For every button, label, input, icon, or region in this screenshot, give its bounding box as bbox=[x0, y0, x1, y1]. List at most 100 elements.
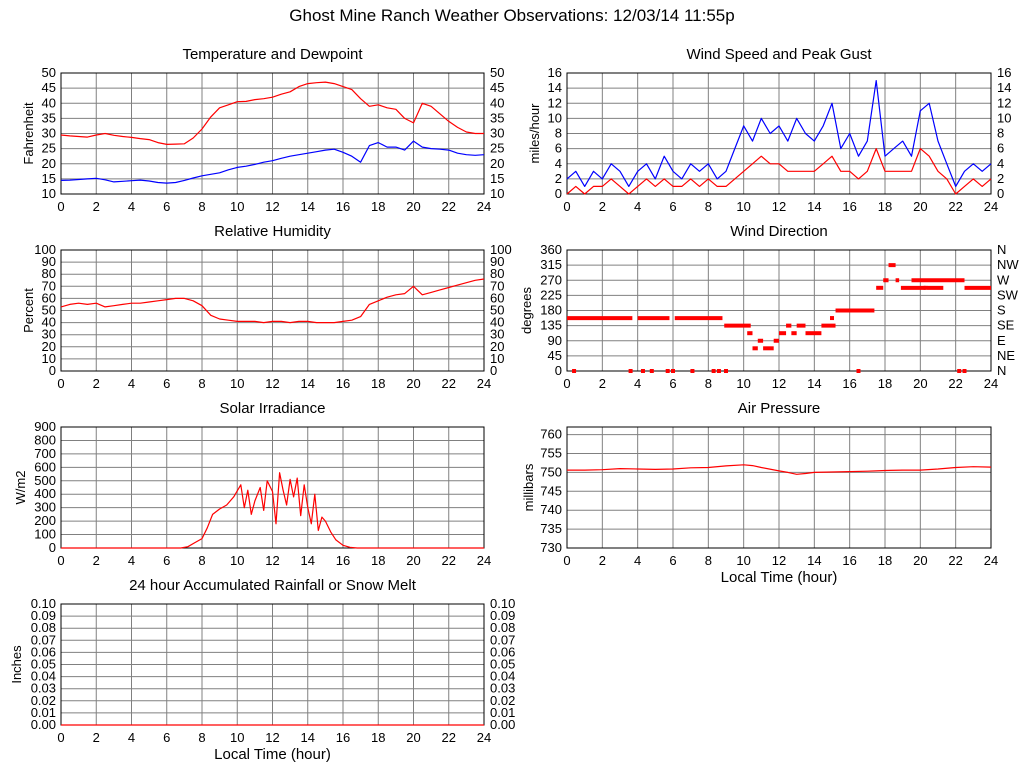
y-tick-label: 30 bbox=[42, 126, 56, 141]
right-tick-label: 10 bbox=[997, 110, 1011, 125]
wind_speed-series-0 bbox=[566, 79, 992, 187]
x-tick-label: 8 bbox=[198, 376, 205, 391]
y-tick-label: 70 bbox=[42, 278, 56, 293]
direction-point bbox=[962, 369, 967, 373]
right-tick-label: 30 bbox=[490, 126, 504, 141]
y-tick-label: 80 bbox=[42, 266, 56, 281]
right-tick-label: 2 bbox=[997, 171, 1004, 186]
x-tick-label: 14 bbox=[807, 199, 821, 214]
y-tick-label: 0.04 bbox=[31, 669, 56, 684]
x-tick-label: 14 bbox=[807, 376, 821, 391]
x-tick-label: 2 bbox=[93, 376, 100, 391]
right-tick-label: 0.08 bbox=[490, 620, 515, 635]
y-tick-label: 45 bbox=[548, 348, 562, 363]
y-tick-label: 200 bbox=[34, 513, 56, 528]
x-tick-label: 20 bbox=[406, 376, 420, 391]
chart-title: Air Pressure bbox=[738, 400, 821, 417]
right-tick-label: SW bbox=[997, 287, 1019, 302]
y-tick-label: 0.08 bbox=[31, 620, 56, 635]
chart-title: Temperature and Dewpoint bbox=[182, 46, 363, 63]
x-tick-label: 4 bbox=[128, 376, 135, 391]
x-tick-label: 18 bbox=[878, 376, 892, 391]
chart-title: Relative Humidity bbox=[214, 223, 331, 240]
x-tick-label: 22 bbox=[948, 199, 962, 214]
right-tick-label: 8 bbox=[997, 126, 1004, 141]
x-tick-label: 0 bbox=[563, 199, 570, 214]
x-tick-label: 12 bbox=[772, 553, 786, 568]
y-tick-label: 800 bbox=[34, 432, 56, 447]
right-tick-label: 35 bbox=[490, 110, 504, 125]
x-axis-label: Local Time (hour) bbox=[721, 569, 838, 586]
right-tick-label: 0.07 bbox=[490, 632, 515, 647]
plot-frame bbox=[566, 249, 992, 372]
y-tick-label: 30 bbox=[42, 327, 56, 342]
y-tick-label: 225 bbox=[540, 287, 562, 302]
right-tick-label: 40 bbox=[490, 315, 504, 330]
right-tick-label: 45 bbox=[490, 80, 504, 95]
x-tick-label: 2 bbox=[599, 199, 606, 214]
right-tick-label: 20 bbox=[490, 339, 504, 354]
chart-title: 24 hour Accumulated Rainfall or Snow Mel… bbox=[129, 577, 417, 594]
right-tick-label: S bbox=[997, 303, 1006, 318]
right-tick-label: 15 bbox=[490, 171, 504, 186]
right-tick-label: 70 bbox=[490, 278, 504, 293]
x-tick-label: 4 bbox=[634, 199, 641, 214]
right-tick-label: 0.10 bbox=[490, 596, 515, 611]
x-tick-label: 22 bbox=[442, 199, 456, 214]
direction-point bbox=[690, 369, 695, 373]
y-tick-label: 10 bbox=[42, 351, 56, 366]
plot-frame bbox=[60, 426, 485, 549]
right-tick-label: 14 bbox=[997, 80, 1011, 95]
x-tick-label: 10 bbox=[736, 553, 750, 568]
x-tick-label: 6 bbox=[669, 199, 676, 214]
y-tick-label: 0.06 bbox=[31, 644, 56, 659]
right-tick-label: 0 bbox=[490, 363, 497, 378]
y-tick-label: 0.09 bbox=[31, 608, 56, 623]
x-tick-label: 20 bbox=[406, 730, 420, 745]
y-axis-label: degrees bbox=[519, 287, 534, 334]
x-tick-label: 6 bbox=[163, 553, 170, 568]
y-tick-label: 10 bbox=[548, 110, 562, 125]
y-tick-label: 400 bbox=[34, 486, 56, 501]
x-tick-label: 10 bbox=[230, 199, 244, 214]
y-tick-label: 0.05 bbox=[31, 657, 56, 672]
x-tick-label: 2 bbox=[93, 553, 100, 568]
y-tick-label: 0.01 bbox=[31, 705, 56, 720]
y-tick-label: 900 bbox=[34, 419, 56, 434]
plot-frame bbox=[566, 426, 992, 549]
y-tick-label: 700 bbox=[34, 446, 56, 461]
right-tick-label: 60 bbox=[490, 290, 504, 305]
right-tick-label: NW bbox=[997, 257, 1019, 272]
x-tick-label: 0 bbox=[57, 199, 64, 214]
right-tick-label: 50 bbox=[490, 303, 504, 318]
x-tick-label: 12 bbox=[772, 199, 786, 214]
x-tick-label: 12 bbox=[265, 199, 279, 214]
y-tick-label: 0 bbox=[49, 363, 56, 378]
x-tick-label: 0 bbox=[563, 376, 570, 391]
y-axis-label: Inches bbox=[9, 645, 24, 684]
y-tick-label: 0 bbox=[49, 540, 56, 555]
x-tick-label: 24 bbox=[984, 376, 998, 391]
x-tick-label: 10 bbox=[230, 376, 244, 391]
y-tick-label: 14 bbox=[548, 80, 562, 95]
temperature-series-0 bbox=[60, 81, 484, 145]
solar-series-0 bbox=[61, 472, 484, 549]
y-tick-label: 0 bbox=[555, 363, 562, 378]
chart-title: Wind Direction bbox=[730, 223, 828, 240]
right-tick-label: 0.05 bbox=[490, 657, 515, 672]
y-tick-label: 360 bbox=[540, 242, 562, 257]
right-tick-label: 10 bbox=[490, 351, 504, 366]
x-tick-label: 16 bbox=[842, 553, 856, 568]
x-tick-label: 14 bbox=[807, 553, 821, 568]
y-tick-label: 0 bbox=[555, 186, 562, 201]
pressure-series-0 bbox=[567, 464, 992, 475]
y-tick-label: 45 bbox=[42, 80, 56, 95]
x-tick-label: 18 bbox=[371, 730, 385, 745]
rainfall-chart: 24 hour Accumulated Rainfall or Snow Mel… bbox=[9, 577, 515, 763]
x-tick-label: 2 bbox=[599, 376, 606, 391]
y-tick-label: 745 bbox=[540, 483, 562, 498]
x-tick-label: 8 bbox=[705, 376, 712, 391]
right-tick-label: E bbox=[997, 333, 1006, 348]
x-tick-label: 16 bbox=[336, 730, 350, 745]
